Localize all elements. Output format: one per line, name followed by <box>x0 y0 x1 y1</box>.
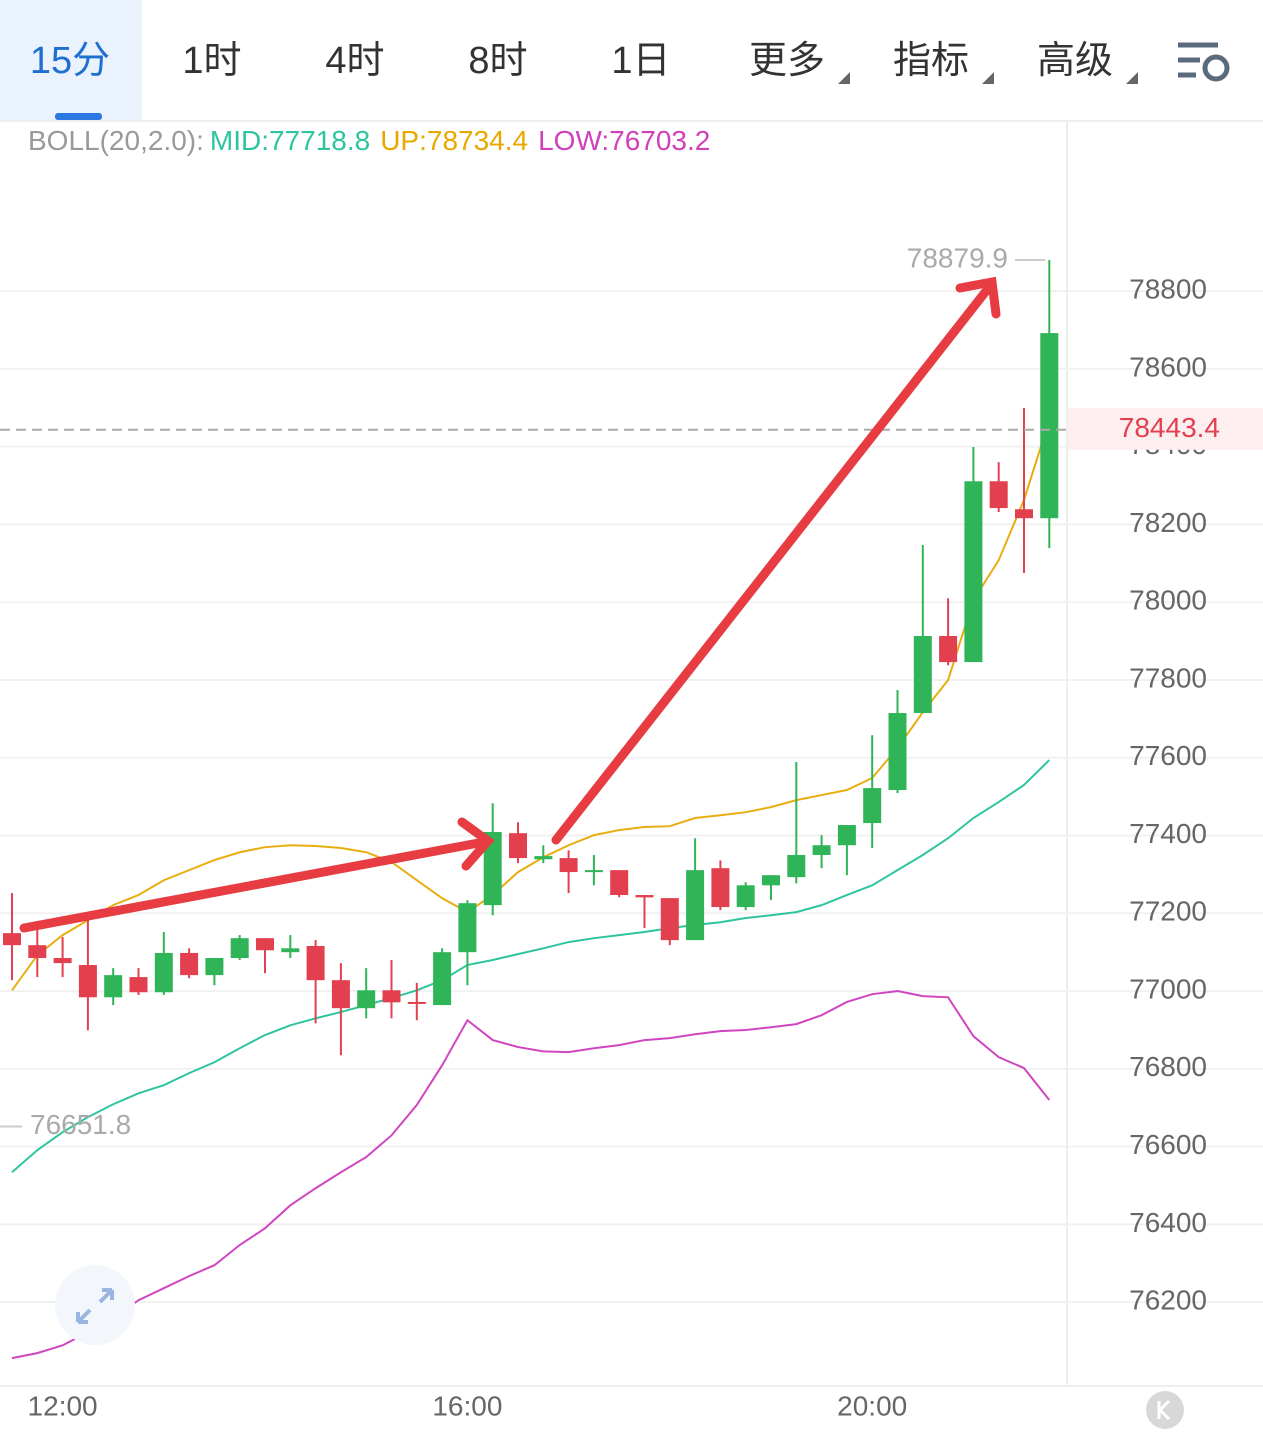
candle-body <box>660 898 679 941</box>
mid-legend: MID:77718.8 <box>210 125 370 156</box>
tab[interactable]: 1时 <box>182 40 241 82</box>
candle-body <box>939 636 958 663</box>
tab[interactable]: 4时 <box>325 40 384 82</box>
tab[interactable]: 1日 <box>611 40 670 82</box>
candle-body <box>812 845 831 855</box>
dropdown-caret <box>1126 72 1138 84</box>
candle-body <box>1040 333 1059 519</box>
boll-line <box>11 419 1051 991</box>
candle-body <box>1015 509 1033 519</box>
candle-body <box>635 895 654 898</box>
candle-body <box>458 903 477 953</box>
active-tab-bg <box>0 0 142 120</box>
candle-body <box>509 833 527 859</box>
y-tick-label: 78600 <box>1129 351 1207 382</box>
candle-body <box>787 854 806 878</box>
tab-bar: 15分 1时 4时 8时 1日 更多 指标 高级 <box>30 40 1113 82</box>
candle-body <box>104 975 123 998</box>
x-tick-label: 12:00 <box>28 1390 98 1421</box>
candle-body <box>382 990 401 1003</box>
boll-line <box>11 759 1051 1174</box>
candle-body <box>711 868 730 908</box>
candle-body <box>989 481 1008 509</box>
candle-body <box>28 945 47 959</box>
candle-body <box>559 858 578 873</box>
candle-body <box>483 832 502 906</box>
x-tick-label: 16:00 <box>432 1390 502 1421</box>
y-tick-label: 76200 <box>1129 1285 1207 1316</box>
tab[interactable]: 更多 <box>749 40 825 82</box>
tab[interactable]: 15分 <box>30 40 110 82</box>
low-label: 76651.8 <box>30 1109 131 1140</box>
candle-body <box>584 870 603 873</box>
last-price-box <box>1068 407 1263 450</box>
candle-body <box>407 1001 426 1004</box>
candle-body <box>610 870 629 896</box>
y-tick-label: 77000 <box>1129 973 1207 1004</box>
candle-body <box>433 952 452 1006</box>
boll-line <box>11 990 1051 1360</box>
annotation-arrows <box>19 276 1001 933</box>
dropdown-caret <box>982 72 994 84</box>
candle-body <box>762 875 780 886</box>
candle-body <box>230 938 249 959</box>
candle-body <box>129 977 148 993</box>
up-legend: UP:78734.4 <box>380 125 528 156</box>
candle-body <box>913 636 932 714</box>
tab[interactable]: 高级 <box>1037 40 1113 82</box>
y-tick-label: 77600 <box>1129 740 1207 771</box>
indicator-legend: BOLL(20,2.0): MID:77718.8 UP:78734.4 LOW:76… <box>28 125 710 156</box>
candle-body <box>736 885 755 908</box>
tab[interactable]: 8时 <box>468 40 527 82</box>
settings-icon[interactable] <box>1178 42 1230 82</box>
y-tick-label: 76800 <box>1129 1051 1207 1082</box>
high-label: 78879.9 <box>907 242 1008 273</box>
last-price-label: 78443.4 <box>1119 412 1220 443</box>
y-tick-label: 77400 <box>1129 818 1207 849</box>
candle-body <box>863 788 882 824</box>
kline-button[interactable] <box>1146 1391 1184 1429</box>
candle-body <box>888 713 907 791</box>
y-tick-label: 77200 <box>1129 896 1207 927</box>
candle-body <box>331 980 350 1009</box>
candle-body <box>53 958 72 964</box>
y-tick-label: 76600 <box>1129 1129 1207 1160</box>
y-tick-label: 77800 <box>1129 662 1207 693</box>
candles <box>3 259 1059 1056</box>
candle-body <box>306 945 325 981</box>
candle-body <box>3 933 21 946</box>
candle-body <box>357 990 376 1009</box>
active-tab-indicator <box>55 113 102 120</box>
candle-body <box>205 958 224 976</box>
candle-body <box>256 938 274 951</box>
y-tick-label: 78000 <box>1129 585 1207 616</box>
overlay: 78443.4 78879.9 76651.8 <box>0 242 1263 1140</box>
expand-icon[interactable] <box>55 1265 135 1345</box>
grid: 76200 76400 76600 76800 77000 77200 77400 77600… <box>0 273 1263 1421</box>
candle-body <box>964 481 983 663</box>
y-tick-label: 78800 <box>1129 273 1207 304</box>
candle-body <box>78 965 97 998</box>
candle-body <box>686 870 705 941</box>
candle-body <box>281 948 300 953</box>
tab[interactable]: 指标 <box>893 40 969 82</box>
low-legend: LOW:76703.2 <box>538 125 710 156</box>
candle-body <box>180 952 199 976</box>
indicator-name: BOLL(20,2.0): <box>28 125 204 156</box>
candle-body <box>154 952 173 993</box>
x-tick-label: 20:00 <box>837 1390 907 1421</box>
candle-body <box>837 825 856 846</box>
y-tick-label: 76400 <box>1129 1207 1207 1238</box>
candle-body <box>534 856 553 860</box>
y-tick-label: 78200 <box>1129 507 1207 538</box>
boll-lines <box>11 419 1051 1360</box>
dropdown-caret <box>838 72 850 84</box>
